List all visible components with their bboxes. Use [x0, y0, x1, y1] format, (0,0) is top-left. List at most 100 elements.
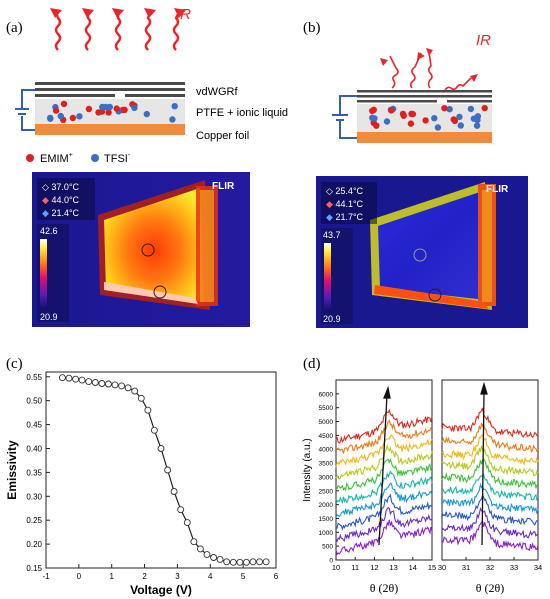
layer-bottom-label: Copper foil	[196, 130, 249, 142]
svg-text:◆ 21.7°C: ◆ 21.7°C	[326, 212, 364, 222]
ion-dot	[143, 110, 150, 118]
chart-c-yaxis: 0.15 0.20 0.25 0.30 0.35 0.40 0.45 0.50 0.55	[26, 373, 50, 573]
data-point	[177, 506, 185, 514]
ion-dot	[69, 114, 77, 122]
diffraction-series	[335, 419, 433, 454]
diffraction-series	[335, 470, 433, 505]
x-tick-label: 33	[510, 563, 518, 572]
x-tick-label: 5	[241, 572, 246, 581]
x-tick-label: 15	[428, 563, 436, 572]
ions-b	[369, 104, 488, 131]
ir-wave-3	[114, 12, 122, 51]
y-tick-label: 3500	[319, 461, 334, 468]
panel-c: (c) 0.15 0.20 0.25 0.30 0.35 0.40 0.45 0.50 0.55…	[5, 356, 279, 597]
x-tick-label: 3	[175, 572, 180, 581]
diffraction-series	[441, 434, 539, 466]
diffraction-series	[335, 482, 433, 518]
y-tick-label: 1500	[319, 516, 334, 523]
y-tick-label: 0.55	[26, 373, 42, 382]
ion-dot	[441, 105, 448, 112]
ion-dot	[473, 122, 481, 129]
reading-b3: 21.7°C	[335, 212, 363, 222]
data-point	[216, 555, 224, 563]
ion-dot	[57, 112, 64, 120]
data-point	[262, 558, 270, 566]
data-point	[58, 374, 66, 382]
reading-a2: 44.0°C	[51, 195, 79, 205]
data-point	[229, 558, 237, 566]
ion-dot	[431, 115, 438, 122]
data-point	[150, 426, 158, 434]
thermal-image-a: ◇ 37.0°C ◆ 44.0°C ◆ 21.4°C FLIR 42.6 20.…	[32, 172, 250, 327]
ir-wave-2	[84, 12, 92, 51]
data-point	[104, 380, 112, 388]
ion-dot	[60, 100, 68, 108]
svg-text:◇ 25.4°C: ◇ 25.4°C	[326, 186, 364, 196]
color-scale-b	[324, 243, 331, 311]
data-point	[164, 466, 172, 474]
data-point	[78, 376, 86, 384]
readings-box-a	[37, 178, 95, 220]
y-tick-label: 4000	[319, 447, 334, 454]
data-point	[137, 394, 145, 402]
data-point	[131, 387, 139, 395]
flir-logo-b: FLIR	[486, 184, 509, 195]
ion-dot	[131, 104, 138, 112]
ion-dot	[457, 122, 464, 129]
copper-foil-a	[35, 124, 185, 135]
diffraction-series	[441, 421, 539, 454]
scale-min-b: 20.9	[323, 314, 341, 324]
ion-dot	[102, 103, 110, 111]
ir-wave-5	[172, 11, 181, 51]
data-point	[98, 380, 106, 387]
ion-dot	[481, 104, 488, 112]
data-point	[157, 445, 165, 452]
data-point	[170, 488, 178, 495]
x-tick-label: 32	[486, 563, 494, 572]
cation-legend-icon	[26, 154, 34, 162]
data-point	[85, 378, 93, 386]
circuit-a	[21, 89, 35, 131]
panel-d: (d) 0 500 1000 1500 2000 2500 3000 3500 4000 4500…	[302, 356, 542, 595]
svg-text:◇ 37.0°C: ◇ 37.0°C	[42, 182, 80, 192]
ir-label-b: IR	[476, 32, 491, 49]
ion-dot	[371, 115, 378, 122]
ion-dot	[370, 106, 377, 114]
data-point	[236, 558, 244, 566]
ir-wave-1	[54, 11, 62, 51]
y-tick-label: 0.45	[26, 421, 42, 430]
reading-a1: 37.0°C	[51, 182, 79, 192]
diffraction-series	[335, 519, 433, 556]
ir-arrowheads-a	[50, 8, 186, 18]
data-point	[196, 545, 204, 553]
ion-dot	[47, 115, 54, 122]
ion-dot	[451, 117, 459, 125]
y-tick-label: 500	[322, 544, 333, 551]
chart-d-right-series	[441, 407, 539, 552]
ir-wave-b1	[389, 55, 399, 89]
scale-max-a: 42.6	[40, 226, 58, 236]
x-tick-label: 4	[208, 572, 213, 581]
spot-marker-a2	[153, 285, 167, 299]
chart-c-points	[58, 374, 270, 566]
ion-dot	[85, 105, 93, 113]
y-tick-label: 0.15	[26, 564, 42, 573]
chart-d-left-frame	[335, 379, 433, 561]
peak-shift-arrows	[378, 381, 488, 546]
ion-dot	[52, 107, 60, 114]
anion-label: TFSI	[104, 153, 128, 165]
scale-max-b: 43.7	[323, 230, 341, 240]
diffraction-series	[441, 493, 539, 526]
x-tick-label: 6	[274, 572, 279, 581]
panel-a: (a) IR vdWGRf PTFE + ionic liquid	[6, 6, 288, 327]
chart-d-ylabel: Intensity (a.u.)	[302, 438, 313, 501]
ir-wave-b2	[409, 52, 422, 89]
diffraction-series	[441, 507, 539, 539]
data-point	[223, 558, 231, 566]
data-point	[242, 558, 250, 566]
vdwgrf-layers-b	[357, 90, 492, 103]
y-tick-label: 1000	[319, 530, 334, 537]
reading-b1: 25.4°C	[335, 186, 363, 196]
data-point	[144, 406, 152, 414]
ir-wave-4	[144, 11, 152, 51]
